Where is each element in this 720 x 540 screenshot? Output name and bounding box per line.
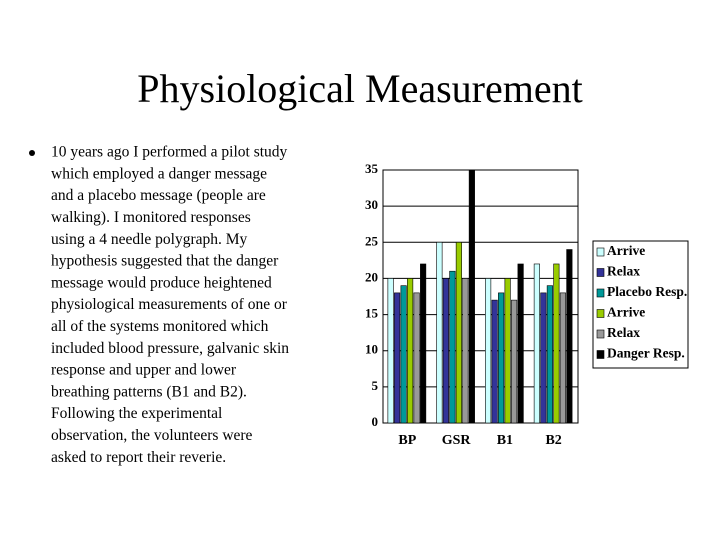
bar: [400, 285, 407, 424]
bar: [407, 278, 414, 424]
x-tick-label: B2: [545, 433, 561, 448]
bullet-text-line: message would produce heightened: [51, 274, 272, 291]
bar: [553, 263, 560, 424]
bar: [455, 241, 462, 424]
bar: [491, 299, 498, 424]
bullet-text-line: Following the experimental: [51, 405, 222, 422]
y-tick-label: 5: [372, 378, 379, 393]
legend: [592, 240, 689, 369]
bar: [498, 292, 505, 424]
y-tick-label: 30: [365, 197, 378, 212]
y-tick-label: 35: [365, 161, 379, 176]
bullet-text-line: walking). I monitored responses: [51, 209, 251, 226]
bar: [511, 299, 518, 424]
bullet-text-line: observation, the volunteers were: [51, 427, 253, 444]
bullet-text-line: response and upper and lower: [51, 362, 237, 379]
legend-swatch: [596, 329, 605, 339]
bullet-text-line: 10 years ago I performed a pilot study: [51, 144, 288, 161]
legend-label: Arrive: [607, 243, 645, 258]
y-tick-label: 25: [365, 233, 379, 248]
bullet-text-line: asked to report their reverie.: [51, 449, 226, 466]
bar: [517, 263, 524, 424]
y-tick-label: 15: [365, 306, 379, 321]
bar: [546, 285, 553, 424]
legend-label: Relax: [607, 264, 640, 279]
x-tick-label: GSR: [442, 433, 472, 448]
bullet-text-line: hypothesis suggested that the danger: [51, 253, 279, 270]
bullet-text-line: using a 4 needle polygraph. My: [51, 231, 248, 248]
bar: [540, 292, 547, 424]
x-tick-label: B1: [497, 433, 513, 448]
bar: [413, 292, 420, 424]
bar: [533, 263, 540, 424]
bullet: [29, 150, 35, 156]
bullet-text-line: which employed a danger message: [51, 165, 267, 182]
bullet-text-line: breathing patterns (B1 and B2).: [51, 383, 247, 400]
y-tick-label: 10: [365, 342, 378, 357]
legend-label: Danger Resp.: [607, 346, 685, 361]
legend-label: Placebo Resp.: [607, 284, 687, 299]
x-tick-label: BP: [398, 433, 416, 448]
bar: [449, 270, 456, 424]
bar: [387, 278, 394, 424]
bar: [566, 249, 573, 424]
bullet-text-line: and a placebo message (people are: [51, 187, 266, 204]
bar: [442, 278, 449, 424]
bar: [468, 169, 475, 424]
bar: [436, 241, 443, 424]
bullet-text-line: included blood pressure, galvanic skin: [51, 340, 289, 357]
y-tick-label: 0: [372, 414, 379, 429]
bar: [394, 292, 401, 424]
bar: [559, 292, 566, 424]
legend-label: Relax: [607, 325, 640, 340]
bar: [462, 278, 469, 424]
legend-swatch: [596, 247, 605, 257]
legend-label: Arrive: [607, 305, 645, 320]
y-tick-label: 20: [365, 269, 378, 284]
legend-swatch: [596, 350, 605, 359]
bullet-text-line: all of the systems monitored which: [51, 318, 269, 335]
legend-swatch: [596, 309, 605, 318]
slide-title: Physiological Measurement: [137, 66, 582, 111]
bar: [504, 278, 511, 424]
bullet-text-line: physiological measurements of one or: [51, 296, 288, 313]
bar: [485, 278, 492, 424]
legend-swatch: [596, 268, 605, 277]
legend-swatch: [596, 288, 605, 298]
bar: [420, 263, 427, 424]
